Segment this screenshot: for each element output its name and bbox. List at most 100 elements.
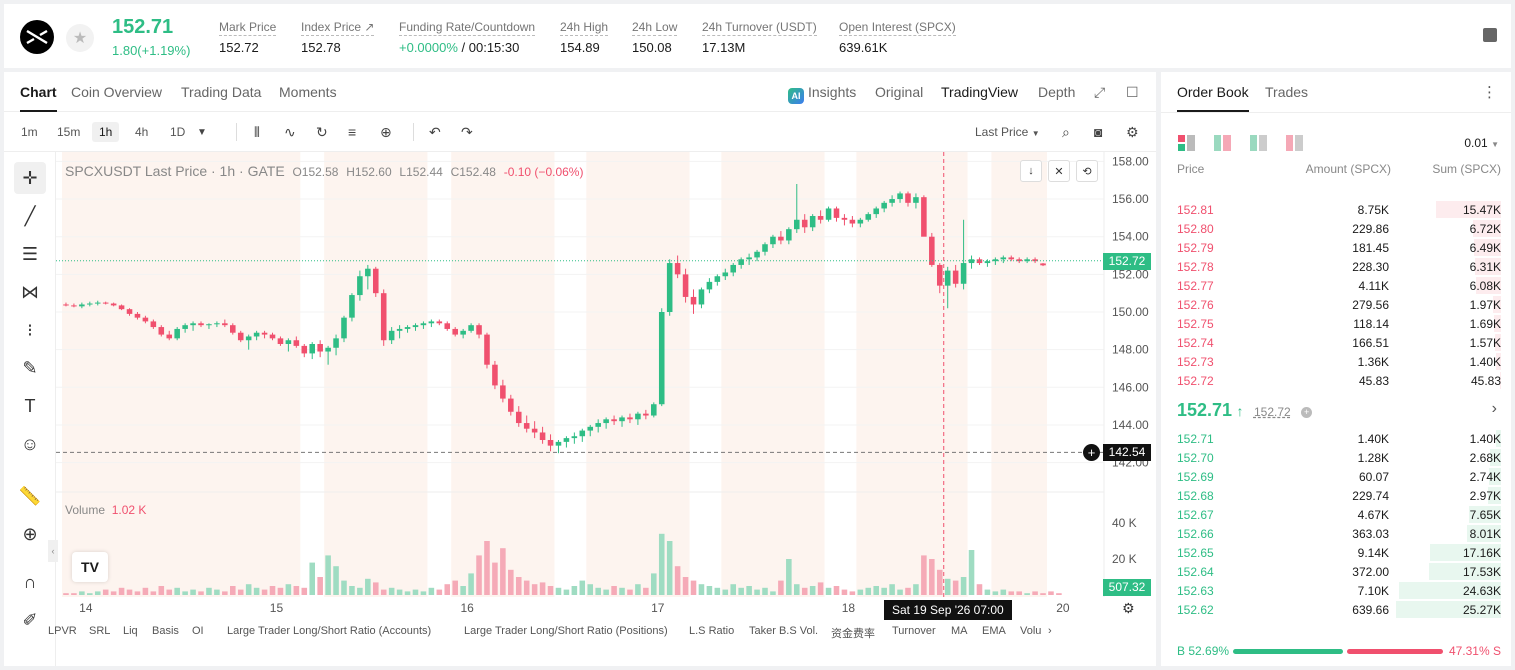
info-icon[interactable]: +: [1301, 407, 1313, 418]
indicators-icon[interactable]: ∿: [284, 124, 296, 140]
notes-icon[interactable]: [1483, 28, 1497, 42]
scroll-down-icon[interactable]: ↓: [1020, 160, 1042, 182]
bid-row[interactable]: 152.68 229.74 2.97K: [1161, 486, 1511, 505]
tradingview-logo-icon[interactable]: TV: [72, 552, 108, 582]
view-buys-icon[interactable]: [1250, 135, 1268, 151]
indicator-ema[interactable]: EMA: [982, 625, 1006, 637]
tab-chart[interactable]: Chart: [20, 84, 57, 112]
candle-type-icon[interactable]: ⫴: [254, 124, 260, 140]
window-icon[interactable]: ☐: [1126, 84, 1139, 100]
emoji-tool-icon[interactable]: ☺: [20, 433, 40, 454]
collapse-icon[interactable]: ✕: [1048, 160, 1070, 182]
view-both-icon[interactable]: [1178, 135, 1196, 151]
ask-row[interactable]: 152.74 166.51 1.57K: [1161, 333, 1511, 352]
indicator-basis[interactable]: Basis: [152, 625, 179, 637]
interval-1d[interactable]: 1D: [170, 125, 186, 139]
ask-row[interactable]: 152.72 45.83 45.83: [1161, 371, 1511, 390]
ask-row[interactable]: 152.73 1.36K 1.40K: [1161, 352, 1511, 371]
ask-row[interactable]: 152.79 181.45 6.49K: [1161, 238, 1511, 257]
view-tradingview[interactable]: TradingView: [941, 84, 1019, 100]
tab-order-book[interactable]: Order Book: [1177, 84, 1249, 112]
indicator-liq[interactable]: Liq: [123, 625, 138, 637]
ask-row[interactable]: 152.81 8.75K 15.47K: [1161, 200, 1511, 219]
candle-body: [992, 259, 999, 262]
view-depth[interactable]: Depth: [1038, 84, 1076, 100]
fullscreen-icon[interactable]: ⤢: [1094, 84, 1106, 100]
view-sells-icon[interactable]: [1286, 135, 1304, 151]
indicator-large-trader-positions[interactable]: Large Trader Long/Short Ratio (Positions…: [464, 625, 668, 637]
ask-row[interactable]: 152.77 4.11K 6.08K: [1161, 276, 1511, 295]
indicator-volume[interactable]: Volu: [1020, 625, 1042, 637]
tab-moments[interactable]: Moments: [279, 84, 337, 100]
search-icon[interactable]: ⌕: [1062, 124, 1070, 140]
tab-trades[interactable]: Trades: [1265, 84, 1309, 100]
interval-15m[interactable]: 15m: [57, 125, 81, 139]
indicator-oi[interactable]: OI: [192, 625, 204, 637]
add-alert-icon[interactable]: +: [1083, 444, 1100, 462]
crosshair-tool-icon[interactable]: ✛: [14, 162, 46, 194]
favorite-star-icon[interactable]: ★: [66, 24, 94, 52]
bid-row[interactable]: 152.71 1.40K 1.40K: [1161, 429, 1511, 448]
templates-icon[interactable]: ≡: [348, 124, 357, 140]
tab-trading-data[interactable]: Trading Data: [181, 84, 262, 100]
view-bids-icon[interactable]: [1214, 135, 1232, 151]
undo-icon[interactable]: ↶: [429, 124, 441, 140]
interval-dropdown-icon[interactable]: ▼: [197, 127, 207, 138]
stat-open-interest[interactable]: Open Interest (SPCX) 639.61K: [839, 18, 956, 55]
refresh-icon[interactable]: ↻: [316, 124, 328, 140]
precision-select[interactable]: 0.01 ▼: [1464, 136, 1499, 150]
interval-1h[interactable]: 1h: [92, 122, 120, 142]
camera-icon[interactable]: ◙: [1094, 124, 1103, 140]
indicator-ma[interactable]: MA: [951, 625, 968, 637]
interval-1m[interactable]: 1m: [21, 125, 38, 139]
bid-row[interactable]: 152.64 372.00 17.53K: [1161, 562, 1511, 581]
settings-gear-icon[interactable]: ⚙: [1126, 124, 1139, 140]
view-original[interactable]: Original: [875, 84, 924, 100]
horizontal-lines-tool-icon[interactable]: ☰: [21, 243, 39, 264]
indicator-taker-bs-vol[interactable]: Taker B.S Vol.: [749, 625, 819, 637]
ask-row[interactable]: 152.75 118.14 1.69K: [1161, 314, 1511, 333]
ask-row[interactable]: 152.80 229.86 6.72K: [1161, 219, 1511, 238]
more-options-icon[interactable]: ⋮: [1482, 84, 1497, 101]
pencil-lock-tool-icon[interactable]: ✐: [22, 609, 38, 630]
bid-row[interactable]: 152.67 4.67K 7.65K: [1161, 505, 1511, 524]
tab-coin-overview[interactable]: Coin Overview: [71, 84, 163, 100]
trendline-tool-icon[interactable]: ╱: [24, 205, 36, 226]
ask-row[interactable]: 152.78 228.30 6.31K: [1161, 257, 1511, 276]
fib-tool-icon[interactable]: ⁝: [27, 319, 33, 340]
mid-price-row[interactable]: 152.71 ↑ 152.72 +: [1177, 400, 1313, 421]
insights-button[interactable]: AI Insights: [788, 84, 856, 104]
stat-funding-rate[interactable]: Funding Rate/Countdown +0.0000% / 00:15:…: [399, 18, 536, 55]
bid-row[interactable]: 152.66 363.03 8.01K: [1161, 524, 1511, 543]
indicator-ls-ratio[interactable]: L.S Ratio: [689, 625, 735, 637]
stat-mark-price[interactable]: Mark Price 152.72: [219, 18, 277, 55]
redo-icon[interactable]: ↷: [461, 124, 473, 140]
brush-tool-icon[interactable]: ✎: [22, 357, 38, 378]
indicator-funding-rate[interactable]: 资金费率: [831, 628, 875, 640]
indicator-srl[interactable]: SRL: [89, 625, 111, 637]
bid-row[interactable]: 152.65 9.14K 17.16K: [1161, 543, 1511, 562]
pattern-tool-icon[interactable]: ⋈: [21, 281, 39, 302]
ruler-tool-icon[interactable]: 📏: [18, 485, 42, 506]
chevron-right-icon[interactable]: ›: [1048, 625, 1052, 637]
candlestick-chart[interactable]: 158.00 156.00 154.00 152.00 150.00 148.00 146.…: [56, 152, 1156, 612]
bid-row[interactable]: 152.69 60.07 2.74K: [1161, 467, 1511, 486]
reset-view-icon[interactable]: ⟲: [1076, 160, 1098, 182]
bid-row[interactable]: 152.70 1.28K 2.68K: [1161, 448, 1511, 467]
indicator-lpvr[interactable]: LPVR: [48, 625, 77, 637]
interval-4h[interactable]: 4h: [135, 125, 149, 139]
collapse-toolbar-icon[interactable]: ‹: [48, 540, 58, 562]
ask-row[interactable]: 152.76 279.56 1.97K: [1161, 295, 1511, 314]
indicator-large-trader-accounts[interactable]: Large Trader Long/Short Ratio (Accounts): [227, 625, 432, 637]
add-indicator-icon[interactable]: ⊕: [380, 124, 392, 140]
chevron-right-icon[interactable]: ›: [1491, 400, 1497, 417]
bid-row[interactable]: 152.62 639.66 25.27K: [1161, 600, 1511, 619]
indicator-turnover[interactable]: Turnover: [892, 625, 936, 637]
zoom-in-tool-icon[interactable]: ⊕: [22, 523, 38, 544]
bid-row[interactable]: 152.63 7.10K 24.63K: [1161, 581, 1511, 600]
text-tool-icon[interactable]: T: [24, 395, 36, 416]
price-source-select[interactable]: Last Price ▼: [975, 125, 1040, 139]
stat-index-price[interactable]: Index Price ↗ 152.78: [301, 18, 375, 55]
axis-settings-icon[interactable]: ⚙: [1122, 600, 1135, 616]
magnet-tool-icon[interactable]: ∩: [23, 571, 37, 592]
